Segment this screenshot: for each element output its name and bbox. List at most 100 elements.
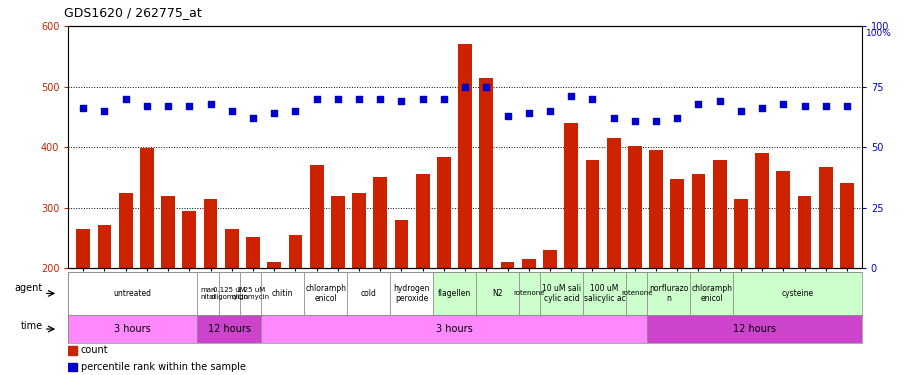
Point [415, 96, 429, 102]
Bar [733, 199, 747, 375]
Bar [500, 262, 514, 375]
Bar [647, 272, 690, 315]
Point [288, 108, 302, 114]
Bar [754, 153, 768, 375]
Bar [415, 174, 429, 375]
Bar [331, 196, 344, 375]
Point [500, 113, 515, 119]
Bar [457, 44, 472, 375]
Bar [77, 229, 90, 375]
Bar [240, 272, 261, 315]
Bar [288, 235, 302, 375]
Bar [539, 272, 582, 315]
Point [118, 96, 133, 102]
Bar [118, 192, 132, 375]
Bar [203, 199, 217, 375]
Point [267, 110, 281, 116]
Bar [97, 225, 111, 375]
Point [542, 108, 557, 114]
Point [627, 118, 641, 124]
Bar [479, 78, 493, 375]
Bar [839, 183, 853, 375]
Text: rotenone: rotenone [513, 290, 545, 296]
Bar [347, 272, 390, 315]
Text: 3 hours: 3 hours [114, 324, 151, 334]
Text: 12 hours: 12 hours [732, 324, 775, 334]
Text: GDS1620 / 262775_at: GDS1620 / 262775_at [64, 6, 201, 19]
Bar [304, 272, 347, 315]
Bar [352, 192, 365, 375]
Bar [225, 229, 239, 375]
Point [139, 103, 154, 109]
Point [691, 100, 705, 106]
Point [436, 96, 451, 102]
Bar [394, 220, 408, 375]
Text: rotenone: rotenone [620, 290, 651, 296]
Bar [433, 272, 476, 315]
Bar [691, 174, 704, 375]
Bar [564, 123, 578, 375]
Point [160, 103, 175, 109]
Bar [476, 272, 518, 315]
Text: chloramph
enicol: chloramph enicol [691, 284, 732, 303]
Bar [518, 272, 539, 315]
Point [478, 84, 493, 90]
Text: 10 uM sali
cylic acid: 10 uM sali cylic acid [541, 284, 580, 303]
Text: cold: cold [360, 289, 376, 298]
Bar [246, 237, 260, 375]
Bar [373, 177, 387, 375]
Bar [68, 346, 77, 355]
Point [203, 100, 218, 106]
Point [711, 98, 726, 104]
Point [648, 118, 662, 124]
Bar [261, 272, 304, 315]
Text: 1.25 uM
oligomycin: 1.25 uM oligomycin [231, 287, 270, 300]
Bar [267, 262, 281, 375]
Text: 3 hours: 3 hours [435, 324, 472, 334]
Bar [649, 150, 662, 375]
Bar [585, 160, 599, 375]
Bar [775, 171, 789, 375]
Point [670, 115, 684, 121]
Point [309, 96, 323, 102]
Point [224, 108, 239, 114]
Text: chloramph
enicol: chloramph enicol [305, 284, 346, 303]
Text: norflurazo
n: norflurazo n [649, 284, 688, 303]
Point [373, 96, 387, 102]
Bar [219, 272, 240, 315]
Bar [197, 315, 261, 343]
Bar [140, 148, 154, 375]
Point [457, 84, 472, 90]
Bar [261, 315, 647, 343]
Point [245, 115, 260, 121]
Text: 100 uM
salicylic ac: 100 uM salicylic ac [583, 284, 625, 303]
Point [330, 96, 344, 102]
Bar [797, 196, 811, 375]
Text: agent: agent [15, 283, 43, 293]
Text: man
nitol: man nitol [200, 287, 215, 300]
Bar [582, 272, 625, 315]
Text: N2: N2 [492, 289, 502, 298]
Bar [521, 259, 535, 375]
Bar [818, 166, 832, 375]
Bar [732, 272, 861, 315]
Text: time: time [21, 321, 43, 331]
Bar [68, 363, 77, 372]
Bar [390, 272, 433, 315]
Text: 12 hours: 12 hours [208, 324, 251, 334]
Bar [542, 250, 557, 375]
Bar [161, 196, 175, 375]
Point [585, 96, 599, 102]
Text: cysteine: cysteine [781, 289, 813, 298]
Bar [197, 272, 219, 315]
Point [563, 93, 578, 99]
Point [754, 105, 769, 111]
Point [817, 103, 832, 109]
Text: chitin: chitin [271, 289, 293, 298]
Point [775, 100, 790, 106]
Point [352, 96, 366, 102]
Bar [310, 165, 323, 375]
Text: untreated: untreated [114, 289, 151, 298]
Point [796, 103, 811, 109]
Text: hydrogen
peroxide: hydrogen peroxide [393, 284, 429, 303]
